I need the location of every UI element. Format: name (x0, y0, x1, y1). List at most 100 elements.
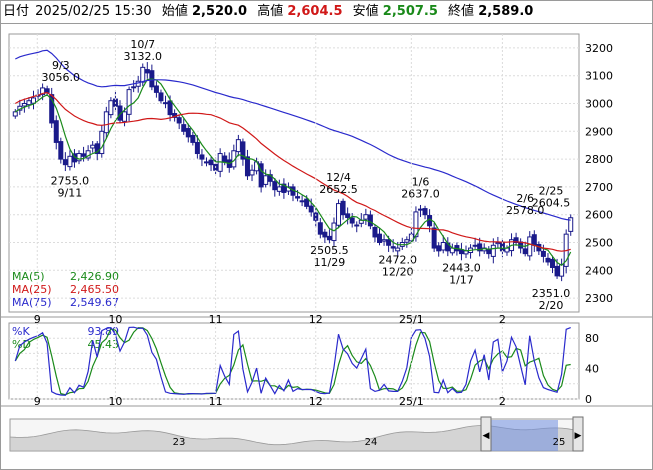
price-tick-label: 2400 (585, 264, 613, 277)
candle-body (62, 159, 68, 166)
candle-body (427, 215, 433, 227)
candle-body (299, 200, 305, 203)
candle-body (390, 246, 396, 249)
annotation-date: 2/20 (539, 299, 564, 312)
stoch-tick-label: 0 (585, 393, 592, 406)
stoch-tick-label: 40 (585, 363, 599, 376)
candle-body (12, 111, 18, 117)
candle-body (417, 208, 423, 211)
candle-body (422, 208, 428, 216)
candle-body (513, 237, 519, 244)
ohlc-info-bar: 日付 2025/02/25 15:30 始値 2,520.0 高値 2,604.… (1, 1, 652, 24)
scroll-window[interactable] (488, 420, 558, 451)
annotation-value: 3132.0 (124, 50, 163, 63)
stock-chart[interactable]: 2300240025002600270028002900300031003200… (1, 1, 652, 411)
candle-body (49, 94, 55, 124)
candle-body (167, 100, 173, 116)
candle-body (30, 97, 36, 104)
annotation-date: 1/6 (412, 175, 430, 188)
price-tick-label: 2700 (585, 181, 613, 194)
candle-body (108, 100, 114, 116)
annotation-date: 11/29 (314, 256, 346, 269)
annotation-date: 1/17 (449, 273, 474, 286)
candle-body (413, 211, 419, 238)
year-label: 25 (553, 437, 566, 448)
candle-body (545, 257, 551, 263)
annotation-value: 2351.0 (532, 287, 571, 300)
candle-body (21, 103, 27, 107)
candle-body (163, 102, 169, 105)
candle-body (322, 231, 328, 238)
candle-body (345, 213, 351, 218)
candle-body (208, 159, 214, 166)
month-label: 10 (108, 395, 122, 408)
annotation-date: 9/3 (52, 59, 70, 72)
annotation-value: 2755.0 (51, 175, 90, 188)
ma75-line (15, 49, 571, 221)
candle-body (308, 205, 314, 213)
candle-body (363, 214, 369, 220)
candle-body (431, 227, 437, 249)
price-tick-label: 3000 (585, 98, 613, 111)
candle-body (94, 143, 100, 155)
month-label: 2 (499, 395, 506, 408)
scroll-right-handle[interactable] (572, 416, 584, 452)
time-range-scrollbar[interactable]: 23 24 25 ◀ ▶ (1, 411, 652, 469)
high-label: 高値 (257, 4, 284, 19)
candle-body (235, 139, 241, 153)
month-label: 12 (309, 313, 323, 326)
year-label: 23 (173, 437, 186, 448)
candle-body (249, 169, 255, 176)
month-label: 12 (309, 395, 323, 408)
candle-body (258, 163, 264, 188)
month-label: 9 (34, 313, 41, 326)
scroll-left-arrow-icon[interactable]: ◀ (483, 431, 490, 441)
candle-body (222, 155, 228, 163)
scroll-right-arrow-icon[interactable]: ▶ (575, 431, 582, 441)
candle-body (199, 154, 205, 160)
price-tick-label: 2900 (585, 125, 613, 138)
candle-body (131, 86, 137, 89)
candle-body (176, 117, 182, 124)
candle-body (340, 200, 346, 216)
candle-body (486, 248, 492, 255)
price-tick-label: 2300 (585, 292, 613, 305)
candle-body (81, 153, 87, 157)
candle-body (53, 120, 59, 143)
candle-body (58, 141, 64, 160)
stoch-legend-name: %K (12, 325, 30, 338)
candle-body (240, 141, 246, 160)
ma25-line (14, 91, 571, 252)
ma-legend-value: 2,465.50 (70, 283, 119, 296)
low-value: 2,507.5 (382, 4, 438, 19)
candle-body (495, 242, 501, 245)
candle-body (90, 144, 96, 149)
annotation-value: 2604.5 (532, 196, 571, 209)
candle-body (272, 181, 278, 191)
price-tick-label: 3200 (585, 42, 613, 55)
candle-body (367, 214, 373, 227)
candle-body (372, 226, 378, 238)
candle-body (313, 212, 319, 221)
annotation-value: 2637.0 (401, 187, 440, 200)
candle-body (144, 69, 150, 74)
candle-body (331, 222, 337, 242)
stoch-legend-value: 93.89 (88, 325, 120, 338)
scroll-left-handle[interactable] (480, 416, 492, 452)
candle-body (122, 111, 128, 122)
candle-body (349, 217, 355, 224)
month-label: 25/1 (399, 395, 424, 408)
open-label: 始値 (161, 4, 188, 19)
price-tick-label: 2600 (585, 209, 613, 222)
annotation-value: 3056.0 (42, 71, 81, 84)
candle-body (295, 196, 301, 199)
candle-body (103, 111, 109, 134)
annotation-date: 9/11 (58, 187, 83, 200)
candle-body (477, 243, 483, 252)
candle-body (550, 258, 556, 269)
candle-body (190, 134, 196, 143)
candle-body (554, 265, 560, 277)
close-label: 終値 (448, 4, 475, 19)
annotation-date: 10/7 (130, 38, 155, 51)
candle-body (263, 175, 269, 185)
